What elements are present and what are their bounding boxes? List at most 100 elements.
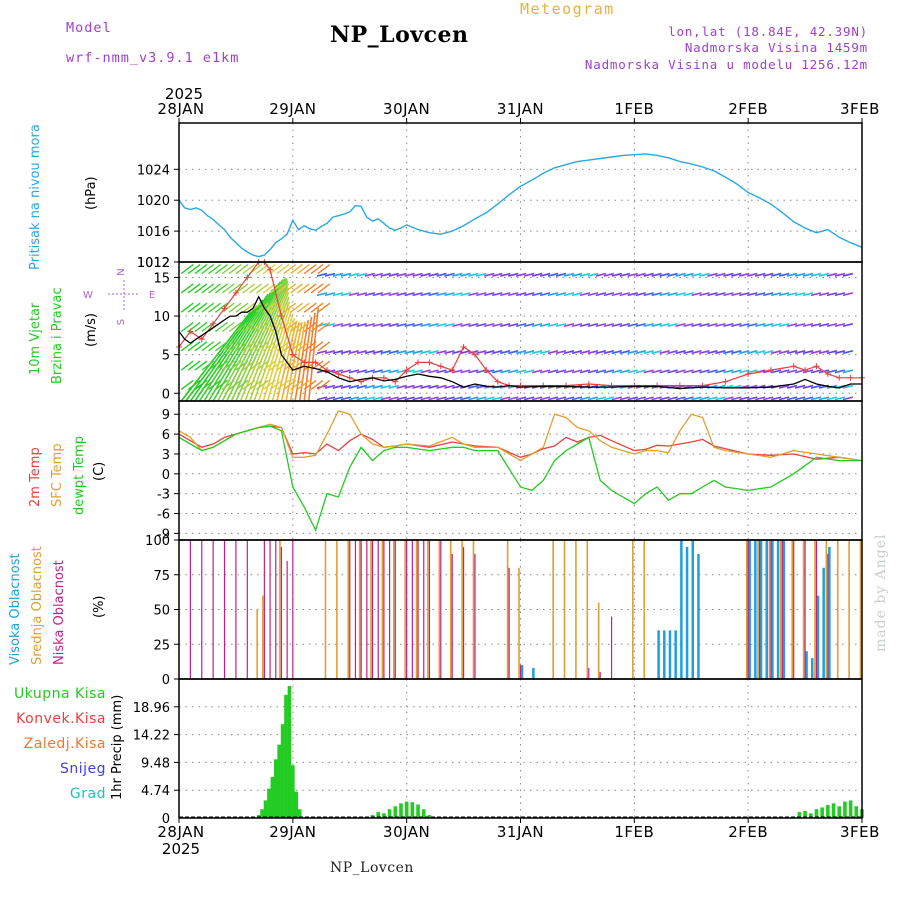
precip-bar xyxy=(421,809,426,818)
cloud-bar xyxy=(859,540,862,679)
precip-bar xyxy=(291,765,295,818)
y-tick-label: 75 xyxy=(153,569,170,584)
wind-arrow xyxy=(667,292,678,297)
wind-arrow xyxy=(763,396,774,401)
legend-konvek-kisa: Konvek.Kisa xyxy=(16,711,106,727)
wind-arrow xyxy=(587,350,599,355)
wind-barb xyxy=(249,302,262,313)
wind-barb xyxy=(194,341,208,352)
wind-barb xyxy=(269,264,283,275)
wind-arrow xyxy=(539,272,551,277)
cloud-bar xyxy=(383,540,385,679)
precip-bar xyxy=(808,813,813,818)
wind-arrow xyxy=(747,396,758,401)
cloud-bar xyxy=(825,540,828,679)
model-label: Model xyxy=(66,20,112,36)
cloud-bar xyxy=(262,595,264,679)
wind-arrow xyxy=(778,396,790,401)
wind-arrow xyxy=(316,350,328,355)
cloud-bar xyxy=(599,672,601,679)
cloud-bar xyxy=(632,540,634,679)
wind-arrow xyxy=(356,323,368,328)
wind-arrow xyxy=(444,384,455,389)
wind-barb xyxy=(180,360,194,371)
wind-arrow xyxy=(340,292,352,297)
wind-arrow xyxy=(555,323,567,328)
wind-arrow xyxy=(794,272,806,277)
wind-barb xyxy=(317,360,331,371)
cloud-bar xyxy=(358,540,361,679)
cloud-bar xyxy=(279,540,281,679)
cloud-bar xyxy=(663,630,666,679)
wind-arrow xyxy=(340,369,352,374)
cloud-bar xyxy=(324,540,327,679)
cloud-bar xyxy=(610,616,613,679)
wind-arrow xyxy=(818,323,830,328)
cloud-bar xyxy=(360,540,362,679)
wind-arrow xyxy=(691,396,702,401)
wind-barb xyxy=(228,264,242,275)
wind-barb xyxy=(242,321,256,333)
precip-bar xyxy=(294,791,299,818)
wind-arrow xyxy=(380,272,391,277)
wind-arrow xyxy=(755,350,766,355)
y-tick-label: 15 xyxy=(153,271,170,286)
bottom-date-label: 28JAN xyxy=(157,823,204,841)
cloud-bar xyxy=(816,595,820,679)
wind-arrow xyxy=(826,350,838,355)
wind-arrow xyxy=(500,272,511,277)
wind-arrow xyxy=(388,384,399,389)
wind-arrow xyxy=(802,323,814,328)
wind-barb xyxy=(201,360,215,371)
cloud-bar xyxy=(392,540,395,679)
cloud-bar xyxy=(532,667,535,679)
cloud-bar xyxy=(411,540,413,679)
wind-arrow xyxy=(747,323,758,328)
cloud-bar xyxy=(757,540,759,679)
wind-arrow xyxy=(324,323,336,328)
precip-bar xyxy=(843,801,847,818)
cloud-bar xyxy=(802,540,805,679)
wind-arrow xyxy=(523,292,535,297)
wind-arrow xyxy=(531,292,543,297)
cloud-bar xyxy=(461,540,463,679)
wind-barb xyxy=(187,379,201,390)
wind-barb xyxy=(296,321,310,333)
cloud-bar xyxy=(754,540,757,679)
wind-barb xyxy=(215,283,228,294)
bottom-date-label: 1FEB xyxy=(614,823,654,841)
wind-arrow xyxy=(404,272,415,277)
wind-arrow xyxy=(834,350,846,355)
wind-arrow xyxy=(547,292,559,297)
compass-s: S xyxy=(116,319,127,325)
wind-arrow xyxy=(770,292,782,297)
precip-bar xyxy=(803,810,807,818)
wind-arrow xyxy=(348,323,360,328)
wind-barb xyxy=(180,379,194,390)
cloud-bar xyxy=(519,665,522,679)
wind-arrow xyxy=(834,396,846,401)
wind-barb-fan xyxy=(271,318,296,402)
wind-arrow xyxy=(643,396,654,401)
wind-barb xyxy=(310,283,324,294)
wind-arrow xyxy=(723,323,734,328)
wind-arrow xyxy=(739,292,750,297)
wind-arrow xyxy=(635,292,646,297)
wind-arrow xyxy=(603,396,615,401)
wind-barb xyxy=(187,341,201,352)
wind-arrow xyxy=(484,350,495,355)
wind-arrow xyxy=(372,292,383,297)
wind-barb xyxy=(296,341,310,352)
wind-arrow xyxy=(786,323,798,328)
wind-barb xyxy=(290,302,303,313)
top-year-label: 2025 xyxy=(165,85,203,103)
wind-arrow xyxy=(747,350,758,355)
wind-arrow xyxy=(603,292,615,297)
wind-arrow xyxy=(468,396,479,401)
wind-arrow xyxy=(595,292,607,297)
lonlat-text: lon,lat (18.84E, 42.39N) xyxy=(668,24,868,39)
cloud-bar xyxy=(189,540,191,679)
wind-arrow xyxy=(802,350,814,355)
wind-arrow xyxy=(667,369,678,374)
cloud-bar xyxy=(212,540,214,679)
